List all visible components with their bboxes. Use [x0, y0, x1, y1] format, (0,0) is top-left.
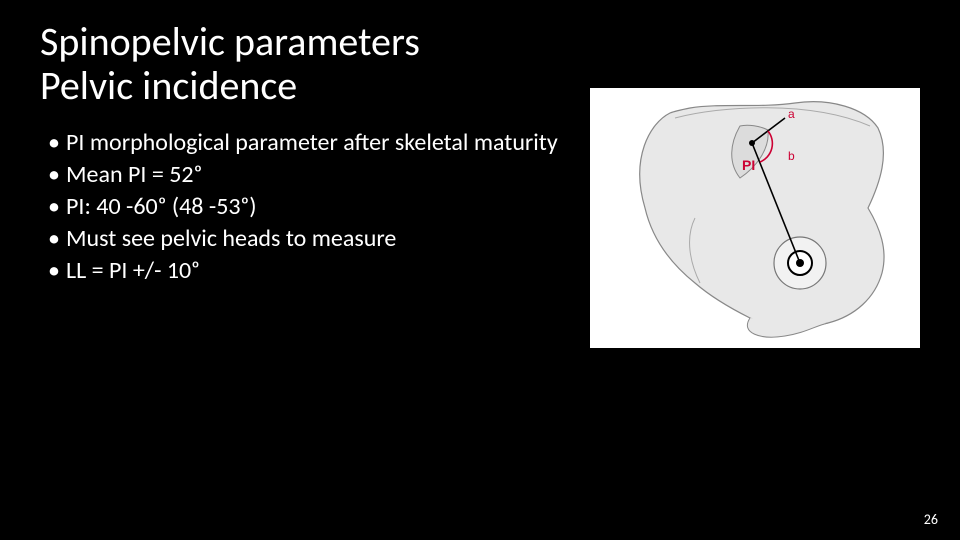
- bullet-item: • Must see pelvic heads to measure: [48, 224, 570, 254]
- bullet-list: • PI morphological parameter after skele…: [40, 128, 570, 288]
- bullet-marker: •: [48, 224, 66, 254]
- slide: Spinopelvic parameters Pelvic incidence …: [0, 0, 960, 540]
- bullet-item: • PI morphological parameter after skele…: [48, 128, 570, 158]
- pelvis-figure: a b PI: [590, 88, 920, 348]
- bullet-item: • Mean PI = 52ᵒ: [48, 160, 570, 190]
- bullet-text: Must see pelvic heads to measure: [66, 224, 570, 254]
- bullet-text: LL = PI +/- 10ᵒ: [66, 256, 570, 286]
- label-b: b: [788, 149, 795, 163]
- pelvis-svg: a b PI: [590, 88, 920, 348]
- bullet-text: PI morphological parameter after skeleta…: [66, 128, 570, 158]
- title-line-1: Spinopelvic parameters: [40, 20, 920, 64]
- page-number: 26: [924, 511, 938, 528]
- bullet-marker: •: [48, 256, 66, 286]
- bullet-marker: •: [48, 192, 66, 222]
- bullet-item: • LL = PI +/- 10ᵒ: [48, 256, 570, 286]
- content-row: • PI morphological parameter after skele…: [40, 128, 920, 348]
- label-a: a: [788, 107, 795, 121]
- bullet-text: PI: 40 -60ᵒ (48 -53ᵒ): [66, 192, 570, 222]
- bullet-marker: •: [48, 160, 66, 190]
- bullet-item: • PI: 40 -60ᵒ (48 -53ᵒ): [48, 192, 570, 222]
- bullet-text: Mean PI = 52ᵒ: [66, 160, 570, 190]
- label-pi: PI: [742, 157, 755, 173]
- bullet-marker: •: [48, 128, 66, 158]
